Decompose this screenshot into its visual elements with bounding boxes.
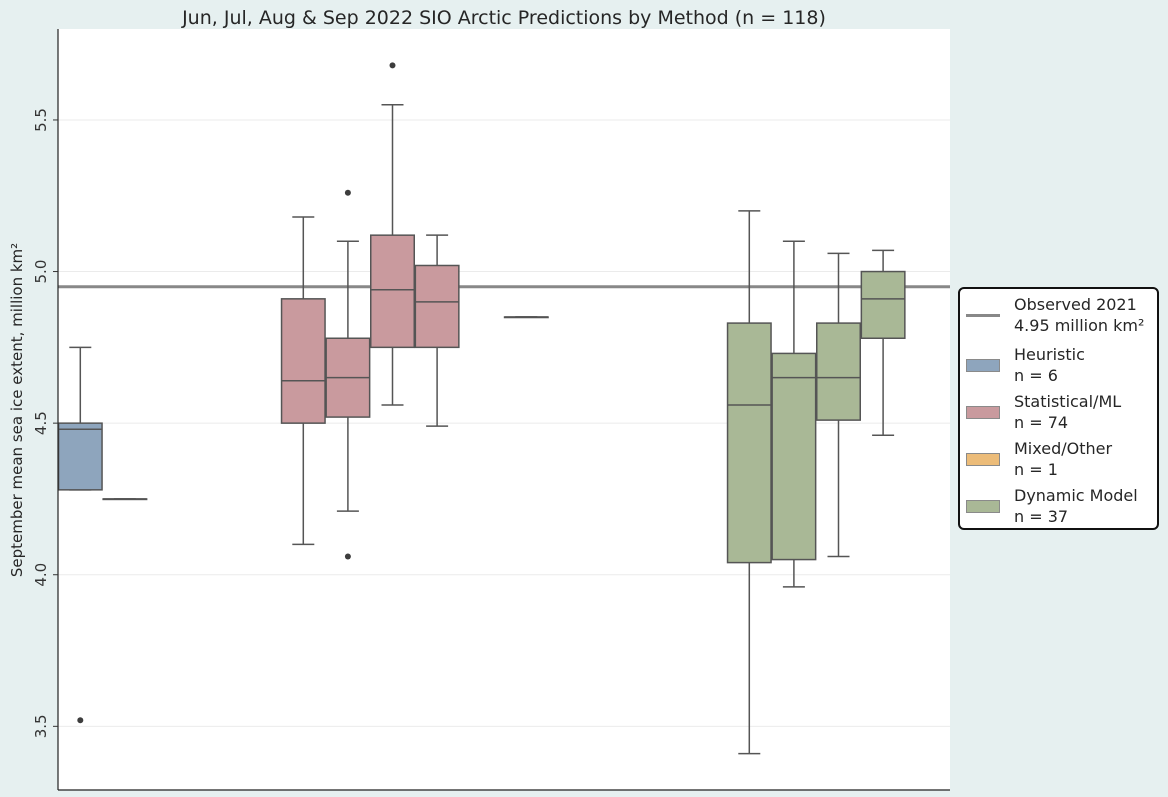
box-rect-5 — [414, 264, 460, 349]
legend-label-observed: Observed 2021 — [1014, 295, 1137, 314]
legend-label-mixed: Mixed/Other — [1014, 439, 1113, 458]
box-rect-4 — [370, 234, 415, 349]
outlier-0-0 — [77, 717, 84, 724]
box-8 — [771, 240, 817, 588]
legend-swatch-dynamic — [966, 499, 1000, 513]
box-rect-2 — [280, 298, 326, 424]
legend-label-statistical: Statistical/ML — [1014, 392, 1122, 411]
box-rect-0 — [57, 422, 103, 491]
legend-swatch-mixed — [966, 452, 1000, 466]
outlier-4-0 — [389, 62, 396, 69]
legend-item-statistical: Statistical/ML n = 74 — [966, 391, 1121, 433]
legend-item-dynamic: Dynamic Model n = 37 — [966, 485, 1138, 527]
chart-title: Jun, Jul, Aug & Sep 2022 SIO Arctic Pred… — [181, 7, 826, 29]
legend-text-dynamic: Dynamic Model n = 37 — [1014, 485, 1138, 527]
box-2 — [280, 216, 326, 546]
legend-label-dynamic: Dynamic Model — [1014, 486, 1138, 505]
box-6 — [503, 316, 549, 319]
legend-text-mixed: Mixed/Other n = 1 — [1014, 438, 1112, 480]
legend: Observed 2021 4.95 million km² Heuristic… — [958, 287, 1159, 530]
box-0 — [57, 346, 103, 724]
box-9 — [816, 252, 861, 558]
legend-item-observed: Observed 2021 4.95 million km² — [966, 294, 1144, 336]
box-rect-10 — [860, 270, 906, 340]
legend-swatch-statistical — [966, 405, 1000, 419]
box-7 — [726, 210, 772, 755]
y-tick-label-0: 3.5 — [32, 714, 50, 738]
box-4 — [370, 62, 415, 406]
y-tick-label-4: 5.5 — [32, 108, 50, 132]
legend-item-heuristic: Heuristic n = 6 — [966, 344, 1085, 386]
outlier-3-1 — [344, 189, 351, 196]
legend-line-observed — [966, 313, 1000, 317]
legend-text-heuristic: Heuristic n = 6 — [1014, 344, 1085, 386]
outlier-3-0 — [344, 553, 351, 560]
legend-sub-heuristic: n = 6 — [1014, 366, 1058, 385]
box-10 — [860, 249, 906, 437]
y-tick-label-1: 4.0 — [32, 563, 50, 587]
box-1 — [102, 498, 148, 501]
legend-text-observed: Observed 2021 4.95 million km² — [1014, 294, 1144, 336]
boxes-group — [57, 62, 906, 755]
y-axis-label: September mean sea ice extent, million k… — [8, 243, 26, 577]
box-rect-8 — [771, 352, 817, 561]
legend-swatch-heuristic — [966, 358, 1000, 372]
legend-text-statistical: Statistical/ML n = 74 — [1014, 391, 1121, 433]
legend-sub-mixed: n = 1 — [1014, 460, 1058, 479]
y-ticks: 3.5 4.0 4.5 5.0 5.5 — [32, 108, 58, 738]
legend-label-heuristic: Heuristic — [1014, 345, 1085, 364]
box-rect-9 — [816, 322, 861, 421]
legend-sub-dynamic: n = 37 — [1014, 507, 1069, 526]
y-tick-label-3: 5.0 — [32, 260, 50, 284]
legend-sub-observed: 4.95 million km² — [1014, 316, 1145, 335]
box-rect-7 — [726, 322, 772, 564]
box-5 — [414, 234, 460, 427]
legend-sub-statistical: n = 74 — [1014, 413, 1069, 432]
y-tick-label-2: 4.5 — [32, 411, 50, 435]
legend-item-mixed: Mixed/Other n = 1 — [966, 438, 1112, 480]
box-3 — [325, 189, 371, 560]
